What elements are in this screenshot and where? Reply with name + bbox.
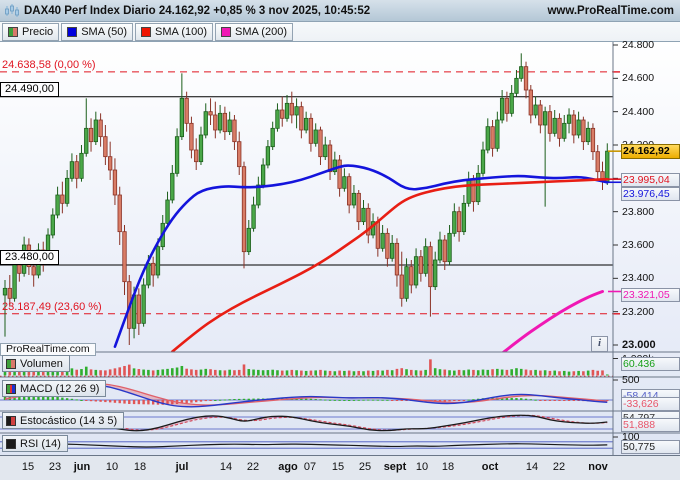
rsi-value-badge: 50,775 (621, 439, 680, 454)
x-axis-label: ago (278, 461, 298, 473)
sma50-badge: 23.976,45 (621, 186, 680, 201)
legend-item-sma-50[interactable]: SMA (50) (61, 22, 134, 41)
level-label-horizontal-line[interactable]: 23.480,00 (0, 250, 59, 265)
price-tick-label: 24.600 (622, 72, 655, 85)
chart-title: DAX40 Perf Index Diario 24.162,92 +0,85 … (24, 4, 371, 17)
stochastic-fill (81, 415, 608, 431)
price-tick-label: 23.600 (622, 239, 655, 251)
price-tick-label: 24.400 (622, 105, 655, 118)
stochastic-k-line (81, 414, 608, 432)
sma100-badge: 23.995,04 (621, 172, 680, 187)
x-axis-label: 18 (133, 461, 147, 473)
stochastic-icon (6, 415, 16, 426)
legend-item-precio[interactable]: Precio (2, 22, 60, 41)
macd-panel-label[interactable]: MACD (12 26 9) (2, 380, 107, 397)
legend-item-label: SMA (100) (155, 25, 208, 38)
stochastic-d-line (81, 414, 608, 431)
x-axis-label: sept (383, 461, 407, 473)
sma200-badge: 23.321,05 (621, 287, 680, 302)
x-axis-label: 14 (525, 461, 539, 473)
price-tick-label: 23.400 (622, 272, 655, 285)
overlay-sma-100- (171, 177, 609, 352)
info-button[interactable]: i (591, 336, 608, 352)
candlestick-logo-icon (4, 3, 19, 18)
price-tick-label: 24.800 (622, 39, 655, 51)
sma-swatch-icon (221, 26, 232, 37)
level-label-fib[interactable]: 23.187,49 (23,60 %) (2, 300, 102, 313)
volume-icon (6, 358, 16, 369)
price-tick-label: 23.000 (622, 339, 656, 351)
rsi-icon (6, 438, 16, 449)
stochastic-d-badge: 51,888 (621, 418, 680, 432)
level-lines (0, 71, 620, 315)
x-axis-label: 25 (358, 461, 372, 473)
legend-item-sma-100[interactable]: SMA (100) (135, 22, 214, 41)
x-axis-label: 10 (105, 461, 119, 473)
x-axis-label: jun (73, 461, 91, 473)
x-axis-label: 22 (552, 461, 566, 473)
macd-signal-badge: -33,626 (621, 397, 680, 411)
x-axis-label: 22 (246, 461, 260, 473)
overlay-sma-200- (501, 290, 604, 352)
level-label-horizontal-line[interactable]: 24.490,00 (0, 81, 59, 97)
x-axis-label: 23 (48, 461, 62, 473)
sma-swatch-icon (67, 26, 78, 37)
legend-item-label: Precio (22, 25, 54, 38)
overlay-sma-50- (113, 164, 609, 348)
x-axis-label: 15 (331, 461, 345, 473)
sma-swatch-icon (141, 26, 152, 37)
macd-icon (6, 383, 16, 394)
legend-bar: Precio SMA (50) SMA (100) SMA (200) (0, 22, 680, 42)
volume-panel-label[interactable]: Volumen (2, 355, 70, 372)
time-axis[interactable]: 15 23 jun 10 18 jul 14 22 ago 07 15 25 sept 10 18 oct 14… (0, 455, 680, 480)
x-axis-label: nov (588, 461, 608, 473)
legend-item-sma-200[interactable]: SMA (200) (215, 22, 293, 41)
title-bar: DAX40 Perf Index Diario 24.162,92 +0,85 … (0, 0, 680, 22)
last-price-badge: 24.162,92 (621, 144, 680, 159)
rsi-panel-label[interactable]: RSI (14) (2, 435, 68, 452)
macd-line (4, 383, 608, 408)
price-tick-label: 23.200 (622, 305, 655, 318)
legend-item-label: SMA (200) (235, 25, 287, 38)
rsi-line (4, 443, 608, 448)
x-axis-label: 15 (21, 461, 35, 473)
x-axis-label: jul (175, 461, 189, 473)
x-axis-label: 10 (415, 461, 429, 473)
volume-bars (3, 359, 609, 376)
level-label-fib[interactable]: 24.638,58 (0,00 %) (2, 58, 96, 71)
website-link[interactable]: www.ProRealTime.com (547, 4, 674, 17)
macd-axis-label: 500 (622, 374, 640, 386)
stochastic-panel-label[interactable]: Estocástico (14 3 5) (2, 412, 125, 429)
price-tick-label: 23.800 (622, 205, 655, 218)
x-axis-label: 14 (219, 461, 233, 473)
volume-value-badge: 60.436 (621, 356, 680, 371)
x-axis-label: 07 (303, 461, 317, 473)
x-axis-label: 18 (441, 461, 455, 473)
legend-item-label: SMA (50) (81, 25, 128, 38)
price-swatch-icon (8, 26, 18, 37)
x-axis-label: oct (481, 461, 499, 473)
